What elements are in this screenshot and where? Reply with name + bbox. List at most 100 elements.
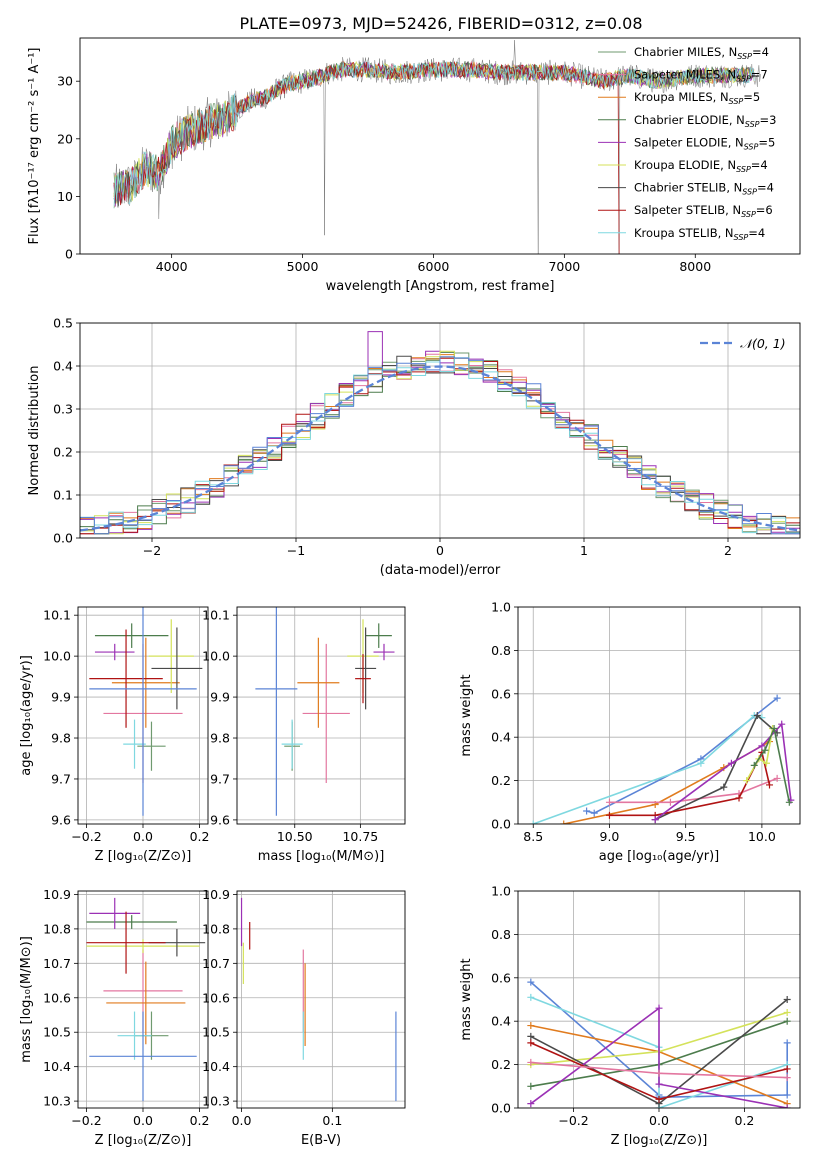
y-axis-label: mass weight [459, 958, 474, 1040]
series-marker [605, 798, 613, 806]
legend-label: Kroupa MILES, N [634, 90, 729, 104]
axes-frame [517, 606, 801, 825]
y-tick-label: 10.7 [202, 956, 230, 971]
legend-entry: Kroupa ELODIE, NSSP=4 [634, 158, 768, 174]
y-tick-label: 20 [57, 131, 73, 146]
axes-frame [236, 606, 406, 825]
series-marker [761, 746, 769, 754]
series-marker [770, 725, 778, 733]
x-tick-label: 0.2 [735, 1113, 755, 1128]
plot-area-age_vs_mass [237, 607, 405, 824]
legend-sub: SSP [729, 97, 744, 106]
x-tick-label: 8000 [679, 259, 711, 274]
y-tick-label: 9.9 [51, 690, 71, 705]
axes-frame [79, 322, 801, 539]
series-marker [773, 694, 781, 702]
y-tick-label: 0.5 [53, 316, 73, 331]
y-tick-label: 0.2 [53, 445, 73, 460]
series-marker [527, 1032, 535, 1040]
legend-entry: Chabrier ELODIE, NSSP=3 [634, 113, 776, 129]
series-line [609, 750, 771, 817]
x-tick-label: 0.2 [190, 1113, 210, 1128]
y-tick-label: 0.2 [491, 1057, 511, 1072]
legend-label: Chabrier MILES, N [634, 45, 737, 59]
series-marker [583, 807, 591, 815]
axes-frame [517, 890, 801, 1109]
legend-suffix: =4 [748, 226, 765, 240]
series-marker [735, 794, 743, 802]
y-tick-label: 9.6 [51, 812, 71, 827]
x-tick-label: 9.5 [676, 829, 696, 844]
x-tick-label: 0.2 [190, 829, 210, 844]
x-axis-label: Z [log₁₀(Z/Z⊙)] [95, 1133, 192, 1148]
x-tick-label: 0.0 [232, 1113, 252, 1128]
y-tick-label: 10.0 [43, 649, 71, 664]
y-tick-label: 0.0 [491, 817, 511, 832]
series-line [530, 1006, 788, 1108]
x-tick-label: −1 [287, 543, 305, 558]
y-axis-label: Normed distribution [27, 366, 42, 496]
y-tick-label: 0.8 [491, 643, 511, 658]
legend-sub: SSP [736, 165, 751, 174]
axes-frame [79, 37, 801, 255]
plot-area-massweight_vs_Z [518, 891, 800, 1108]
axes-frame [77, 890, 209, 1109]
y-tick-label: 10.8 [43, 921, 71, 936]
legend-label: Salpeter ELODIE, N [634, 135, 744, 149]
axes-age_vs_Z: −0.2 0.0 0.2 9.6 9.7 9.8 9.9 10.0 10.1 Z [log₁₀(Z… [19, 606, 210, 864]
series-marker [783, 1074, 791, 1082]
legend-sub: SSP [745, 120, 760, 129]
x-axis-label: E(B-V) [301, 1133, 341, 1148]
y-axis-label: mass [log₁₀(M/M⊙)] [19, 936, 34, 1063]
model-spectrum-line [113, 61, 755, 209]
axes-spectrum: 4000 5000 6000 7000 8000 0 10 20 30 wavelength [A… [27, 37, 801, 294]
legend-label: Kroupa ELODIE, N [634, 158, 736, 172]
series-marker [727, 759, 735, 767]
x-tick-label: −0.2 [71, 1113, 101, 1128]
series-line [753, 725, 791, 803]
y-tick-label: 9.8 [210, 731, 230, 746]
legend-suffix: =4 [751, 158, 768, 172]
legend-entry: 𝒩(0, 1) [740, 336, 786, 351]
plot-area-spectrum [113, 40, 761, 254]
y-tick-label: 0.4 [491, 730, 511, 745]
plot-area-massweight_vs_age [518, 607, 800, 824]
series-marker [527, 1058, 535, 1066]
legend-entry: Salpeter MILES, NSSP=7 [634, 68, 768, 84]
legend-sub: SSP [744, 142, 759, 151]
y-tick-label: 9.9 [210, 690, 230, 705]
series-marker [783, 1017, 791, 1025]
series-line [532, 714, 763, 824]
y-tick-label: 10 [57, 189, 73, 204]
legend-label: Kroupa STELIB, N [634, 226, 734, 240]
series-marker [655, 1069, 663, 1077]
y-tick-label: 0 [65, 247, 73, 262]
legend-entry: Salpeter ELODIE, NSSP=5 [634, 135, 775, 151]
series-marker [527, 1022, 535, 1030]
x-axis-label: wavelength [Angstrom, rest frame] [326, 279, 555, 294]
series-marker [655, 1095, 663, 1103]
series-marker [560, 820, 568, 824]
y-axis-label: Flux [fλ10⁻¹⁷ erg cm⁻² s⁻¹ A⁻¹] [27, 48, 42, 245]
y-tick-label: 10.4 [43, 1059, 71, 1074]
y-tick-label: 30 [57, 74, 73, 89]
legend-entry: Chabrier STELIB, NSSP=4 [634, 181, 774, 197]
legend-label: Salpeter STELIB, N [634, 203, 741, 217]
y-axis-label: mass weight [459, 674, 474, 756]
x-tick-label: 0.1 [322, 1113, 342, 1128]
series-marker [527, 1100, 535, 1108]
series-marker [750, 761, 758, 769]
x-axis-label: mass [log₁₀(M/M⊙)] [258, 849, 385, 864]
legend-suffix: =3 [760, 113, 777, 127]
x-axis-label: Z [log₁₀(Z/Z⊙)] [95, 849, 192, 864]
axes-frame [236, 890, 406, 1109]
series-marker [785, 798, 793, 806]
axes-mass_vs_EBV: 0.0 0.1 10.3 10.4 10.5 10.6 10.7 10.8 10.9 E(B-V) [202, 887, 406, 1148]
y-tick-label: 0.8 [491, 927, 511, 942]
x-tick-label: −2 [143, 543, 161, 558]
y-tick-label: 10.1 [202, 608, 230, 623]
axes-age_vs_mass: 10.50 10.75 9.6 9.7 9.8 9.9 10.0 10.1 mass [log₁… [202, 606, 406, 864]
y-tick-label: 1.0 [491, 884, 511, 899]
